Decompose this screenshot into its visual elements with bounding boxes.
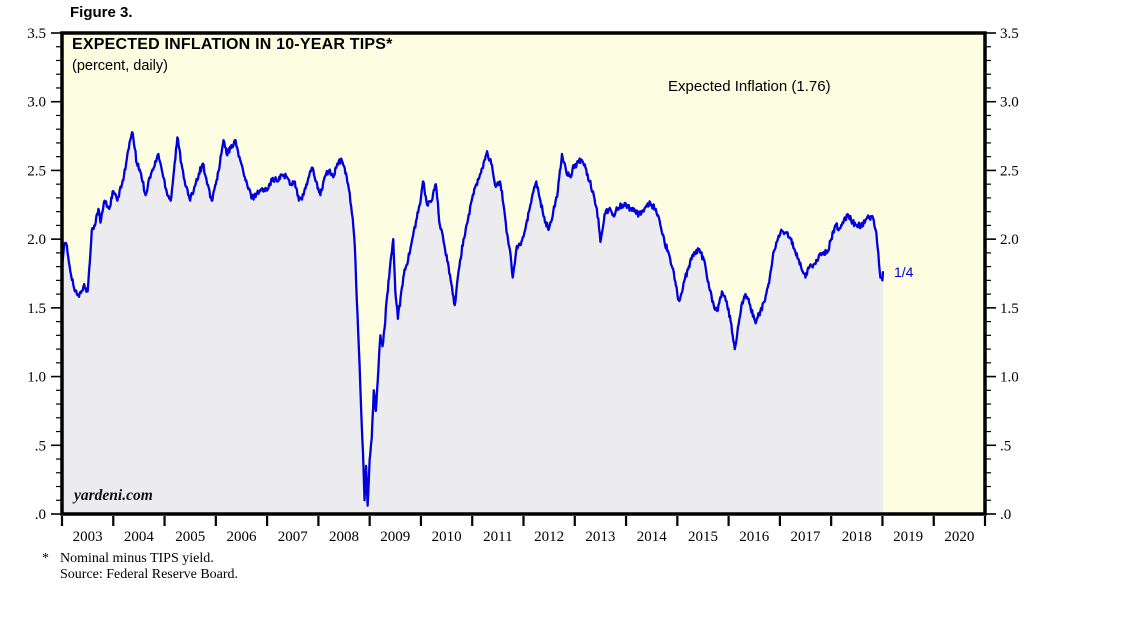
x-axis-year-label: 2019: [893, 529, 923, 545]
chart-title: EXPECTED INFLATION IN 10-YEAR TIPS*: [72, 36, 393, 53]
watermark-yardeni: yardeni.com: [74, 487, 153, 504]
y-axis-label-left: 3.0: [27, 95, 46, 111]
x-axis-year-label: 2009: [380, 529, 410, 545]
y-axis-label-left: 3.5: [27, 26, 46, 42]
figure-label: Figure 3.: [70, 4, 133, 21]
y-axis-label-right: 2.5: [1000, 163, 1019, 179]
y-axis-label-left: .5: [35, 438, 46, 454]
y-axis-label-right: 1.5: [1000, 301, 1019, 317]
x-axis-year-label: 2006: [226, 529, 257, 545]
x-axis-year-label: 2003: [73, 529, 103, 545]
x-axis-year-label: 2010: [432, 529, 462, 545]
legend-label: Expected Inflation (1.76): [668, 78, 831, 95]
x-axis-year-label: 2018: [842, 529, 872, 545]
x-axis-year-label: 2013: [585, 529, 615, 545]
y-axis-label-left: .0: [35, 507, 46, 523]
x-axis-year-label: 2008: [329, 529, 359, 545]
y-axis-label-left: 2.5: [27, 163, 46, 179]
x-axis-year-label: 2007: [278, 529, 309, 545]
footnote-asterisk: *: [42, 551, 49, 566]
y-axis-label-right: .0: [1000, 507, 1011, 523]
series-line-expected-inflation: [60, 131, 885, 507]
x-axis-year-label: 2016: [739, 529, 770, 545]
y-axis-label-right: 1.0: [1000, 370, 1019, 386]
y-axis-label-left: 1.5: [27, 301, 46, 317]
footnote-line-1: Nominal minus TIPS yield.: [60, 551, 214, 566]
x-axis-year-label: 2015: [688, 529, 718, 545]
chart-subtitle: (percent, daily): [72, 58, 168, 74]
x-axis-year-label: 2011: [483, 529, 512, 545]
y-axis-label-right: 3.5: [1000, 26, 1019, 42]
x-axis-year-label: 2005: [175, 529, 205, 545]
last-point-date-annotation: 1/4: [894, 264, 914, 280]
y-axis-label-left: 1.0: [27, 370, 46, 386]
footnote-line-2: Source: Federal Reserve Board.: [60, 567, 239, 582]
y-axis-label-right: .5: [1000, 438, 1011, 454]
x-axis-year-label: 2012: [534, 529, 564, 545]
plot-frame: [60, 31, 987, 516]
x-axis-year-label: 2004: [124, 529, 155, 545]
y-axis-label-right: 2.0: [1000, 232, 1019, 248]
x-axis-year-label: 2020: [944, 529, 974, 545]
y-axis-label-left: 2.0: [27, 232, 46, 248]
y-axis-label-right: 3.0: [1000, 95, 1019, 111]
series-area-fill: [62, 132, 883, 514]
x-axis-year-label: 2017: [791, 529, 822, 545]
x-axis-year-label: 2014: [637, 529, 668, 545]
